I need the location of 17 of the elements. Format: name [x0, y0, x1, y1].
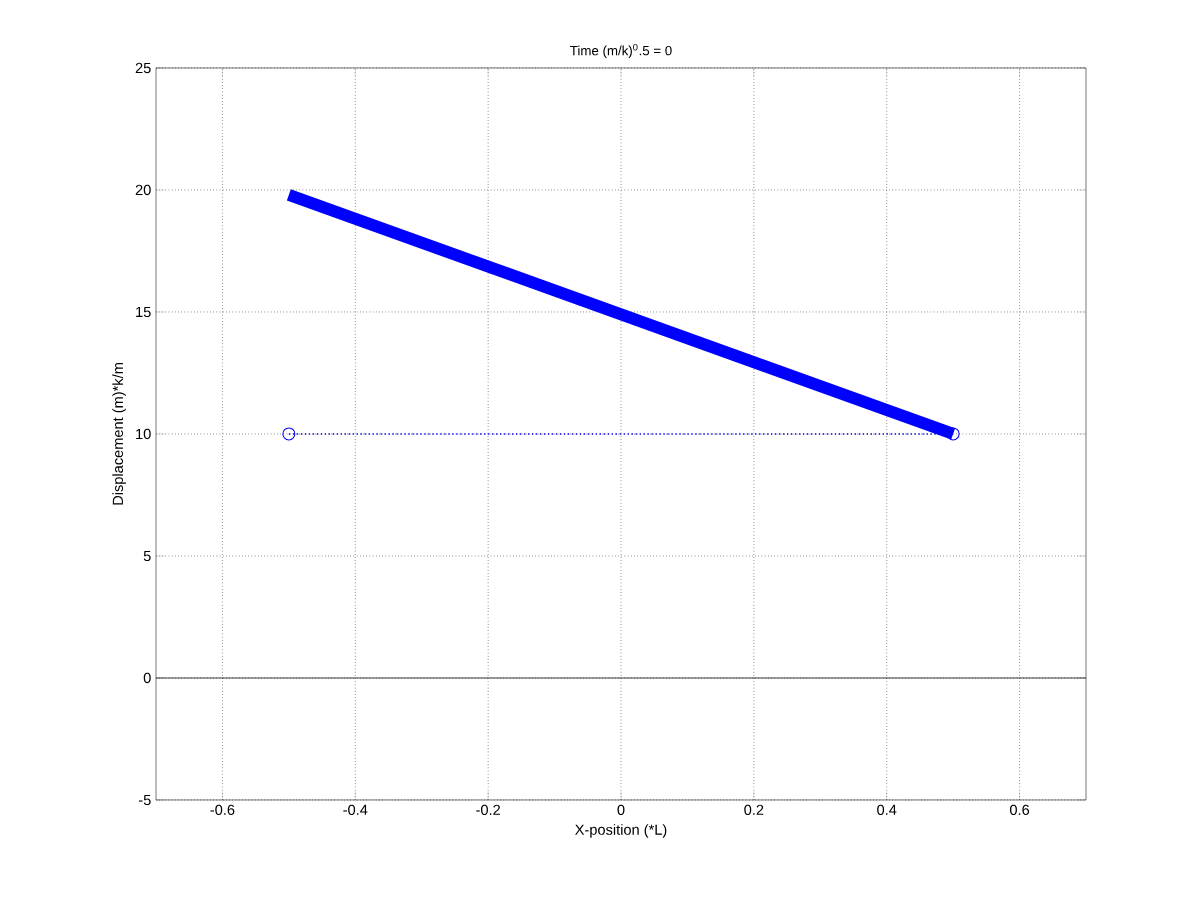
x-tick-label: -0.4 [343, 804, 368, 816]
y-axis-title: Displacement (m)*k/m [112, 363, 126, 505]
x-tick-label: -0.6 [210, 804, 235, 816]
x-tick-label: 0.2 [744, 804, 764, 816]
x-tick-label: 0 [617, 804, 625, 816]
y-tick-label: 15 [136, 306, 151, 318]
y-tick-label: 5 [143, 550, 151, 562]
y-tick-label: 20 [135, 184, 151, 196]
y-tick-label: 10 [136, 428, 151, 440]
y-tick-label: -5 [138, 794, 151, 806]
chart-title: Time (m/k)$^{0}$.5 = 0 [570, 43, 672, 58]
x-tick-label: -0.2 [476, 804, 500, 816]
y-tick-label: 0 [143, 672, 151, 684]
x-tick-label: 0.6 [1009, 804, 1030, 816]
x-tick-label: 0.4 [877, 804, 897, 816]
y-tick-label: 25 [135, 62, 151, 74]
x-axis-title: X-position (*L) [575, 824, 667, 838]
